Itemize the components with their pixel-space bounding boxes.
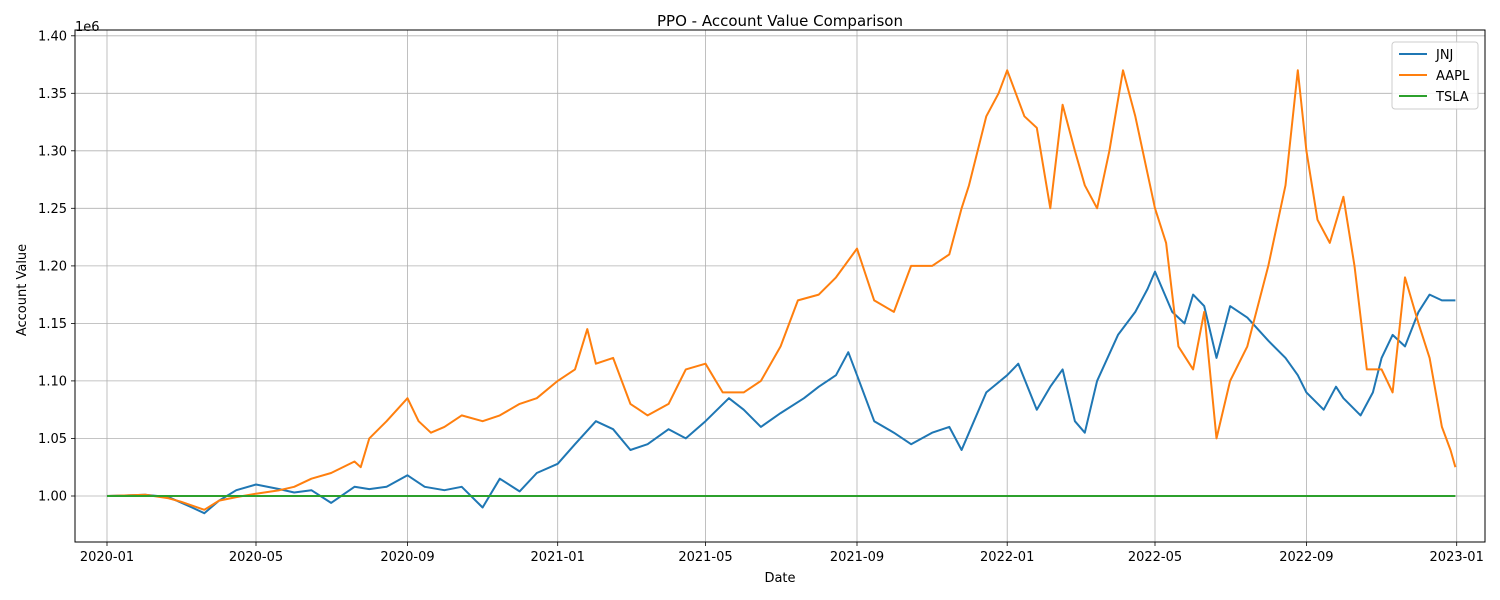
x-tick-label: 2022-09	[1279, 550, 1333, 565]
y-tick-label: 1.35	[38, 87, 67, 102]
y-tick-label: 1.30	[38, 144, 67, 159]
y-tick-label: 1.00	[38, 490, 67, 505]
y-tick-label: 1.05	[38, 432, 67, 447]
legend-label-tsla: TSLA	[1435, 90, 1469, 105]
y-axis-label: Account Value	[15, 244, 30, 336]
legend: JNJ AAPL TSLA	[1391, 41, 1479, 110]
x-tick-label: 2020-01	[80, 550, 134, 565]
y-tick-label: 1.40	[38, 29, 67, 44]
legend-box	[1391, 41, 1479, 110]
series-line-jnj	[106, 270, 1456, 515]
y-tick-label: 1.20	[38, 259, 67, 274]
series-lines	[106, 69, 1457, 515]
x-tick-label: 2022-05	[1128, 550, 1182, 565]
x-tick-label: 2021-05	[678, 550, 732, 565]
x-tick-label: 2021-09	[830, 550, 884, 565]
series-line-aapl	[106, 69, 1457, 511]
x-tick-label: 2021-01	[531, 550, 585, 565]
x-tick-label: 2022-01	[980, 550, 1034, 565]
legend-label-aapl: AAPL	[1436, 69, 1470, 84]
legend-label-jnj: JNJ	[1435, 48, 1453, 63]
x-tick-label: 2020-05	[229, 550, 283, 565]
y-offset-text: 1e6	[75, 20, 100, 35]
plot-frame	[74, 29, 1486, 543]
y-tick-label: 1.25	[38, 202, 67, 217]
x-axis-label: Date	[764, 571, 795, 586]
x-tick-label: 2020-09	[380, 550, 434, 565]
y-tick-label: 1.15	[38, 317, 67, 332]
chart-title: PPO - Account Value Comparison	[657, 12, 903, 30]
x-tick-label: 2023-01	[1430, 550, 1484, 565]
y-tick-label: 1.10	[38, 374, 67, 389]
axis-ticks: 2020-01 2020-05 2020-09 2021-01 2021-05 2021-…	[38, 29, 1484, 565]
